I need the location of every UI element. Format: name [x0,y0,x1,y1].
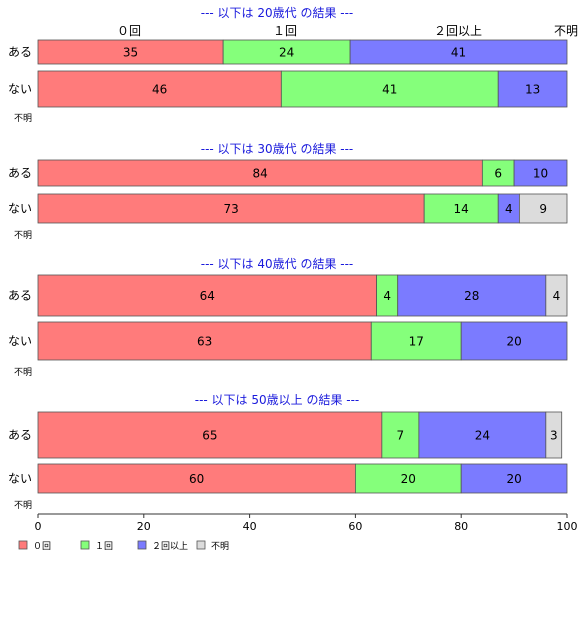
data-label: 20 [401,472,416,486]
header-label: １回 [273,24,297,38]
legend-label: 不明 [211,541,229,552]
legend-swatch [137,540,147,550]
bar-segment [481,159,515,187]
row-label: ない [8,202,32,216]
header-label: ０回 [117,24,141,38]
data-label: 9 [539,202,547,216]
data-label: 24 [279,46,294,60]
group-3: --- 以下は 40歳代 の結果 --- ある 64 4 28 4 ない 63 17 20 不明 [8,257,568,378]
bar-segment [222,39,351,65]
data-label: 64 [200,289,215,303]
bar-segment [460,463,568,494]
data-label: 14 [454,202,469,216]
data-label: 6 [494,167,502,181]
bar-segment [381,411,420,459]
footnote: 不明 [14,230,32,241]
data-label: 4 [383,289,391,303]
footnote: 不明 [14,367,32,378]
legend-label: １回 [95,541,113,552]
bar-segment [418,411,547,459]
x-tick-label: 20 [137,520,151,533]
row-label: ある [8,289,32,303]
group-title: --- 以下は 30歳代 の結果 --- [201,142,354,156]
data-label: 28 [464,289,479,303]
row-label: ある [8,428,32,442]
data-label: 84 [253,167,268,181]
bar-segment [37,39,224,65]
header-label: ２回以上 [434,24,482,38]
row-label: ない [8,334,32,348]
group-title: --- 以下は 20歳代 の結果 --- [201,6,354,20]
data-label: 24 [475,429,490,443]
group-4: --- 以下は 50歳以上 の結果 --- ある 65 7 24 3 ない 60 20 20 不明 [8,393,568,511]
bar-segment [37,70,282,108]
bar-segment [518,193,568,224]
x-tick-label: 60 [348,520,362,533]
data-label: 65 [202,429,217,443]
legend-swatch [80,540,90,550]
data-label: 63 [197,335,212,349]
data-label: 10 [533,167,548,181]
legend-label: ０回 [33,541,51,552]
legend: ０回 １回 ２回以上 不明 [18,540,229,552]
bar-segment [497,70,568,108]
bar-segment [37,321,372,361]
data-label: 17 [409,335,424,349]
data-label: 7 [397,429,405,443]
x-tick-label: 100 [557,520,578,533]
data-label: 4 [505,202,513,216]
group-1: --- 以下は 20歳代 の結果 --- ある 35 24 41 ない 46 41 13 不明 [8,6,568,124]
bar-segment [370,321,462,361]
group-title: --- 以下は 40歳代 の結果 --- [201,257,354,271]
data-label: 73 [223,202,238,216]
footnote: 不明 [14,113,32,124]
header-label: 不明 [554,24,578,38]
data-label: 13 [525,83,540,97]
bar-segment [354,463,462,494]
footnote: 不明 [14,500,32,511]
row-label: ない [8,82,32,96]
data-label: 3 [550,429,558,443]
x-tick-label: 0 [35,520,42,533]
data-label: 41 [382,83,397,97]
data-label: 20 [506,335,521,349]
data-label: 41 [451,46,466,60]
bar-segment [349,39,568,65]
data-label: 20 [506,472,521,486]
data-label: 46 [152,83,167,97]
bar-segment [545,411,563,459]
bar-segment [513,159,568,187]
data-label: 60 [189,472,204,486]
row-label: ない [8,472,32,486]
bar-segment [423,193,499,224]
bar-segment [280,70,499,108]
data-label: 35 [123,46,138,60]
x-tick-label: 40 [243,520,257,533]
group-title: --- 以下は 50歳以上 の結果 --- [195,393,360,407]
bar-segment [545,274,568,317]
legend-swatch [18,540,28,550]
bar-segment [37,463,356,494]
data-label: 4 [553,289,561,303]
legend-label: ２回以上 [152,541,188,552]
bar-segment [460,321,568,361]
bar-segment [37,274,377,317]
row-label: ある [8,45,32,59]
group-2: --- 以下は 30歳代 の結果 --- ある 84 6 10 ない 73 14 4 9 不明 [8,142,568,241]
row-label: ある [8,166,32,180]
bar-segment [37,193,425,224]
x-tick-label: 80 [454,520,468,533]
bar-segment [397,274,547,317]
legend-swatch [196,540,206,550]
bar-segment [37,411,383,459]
